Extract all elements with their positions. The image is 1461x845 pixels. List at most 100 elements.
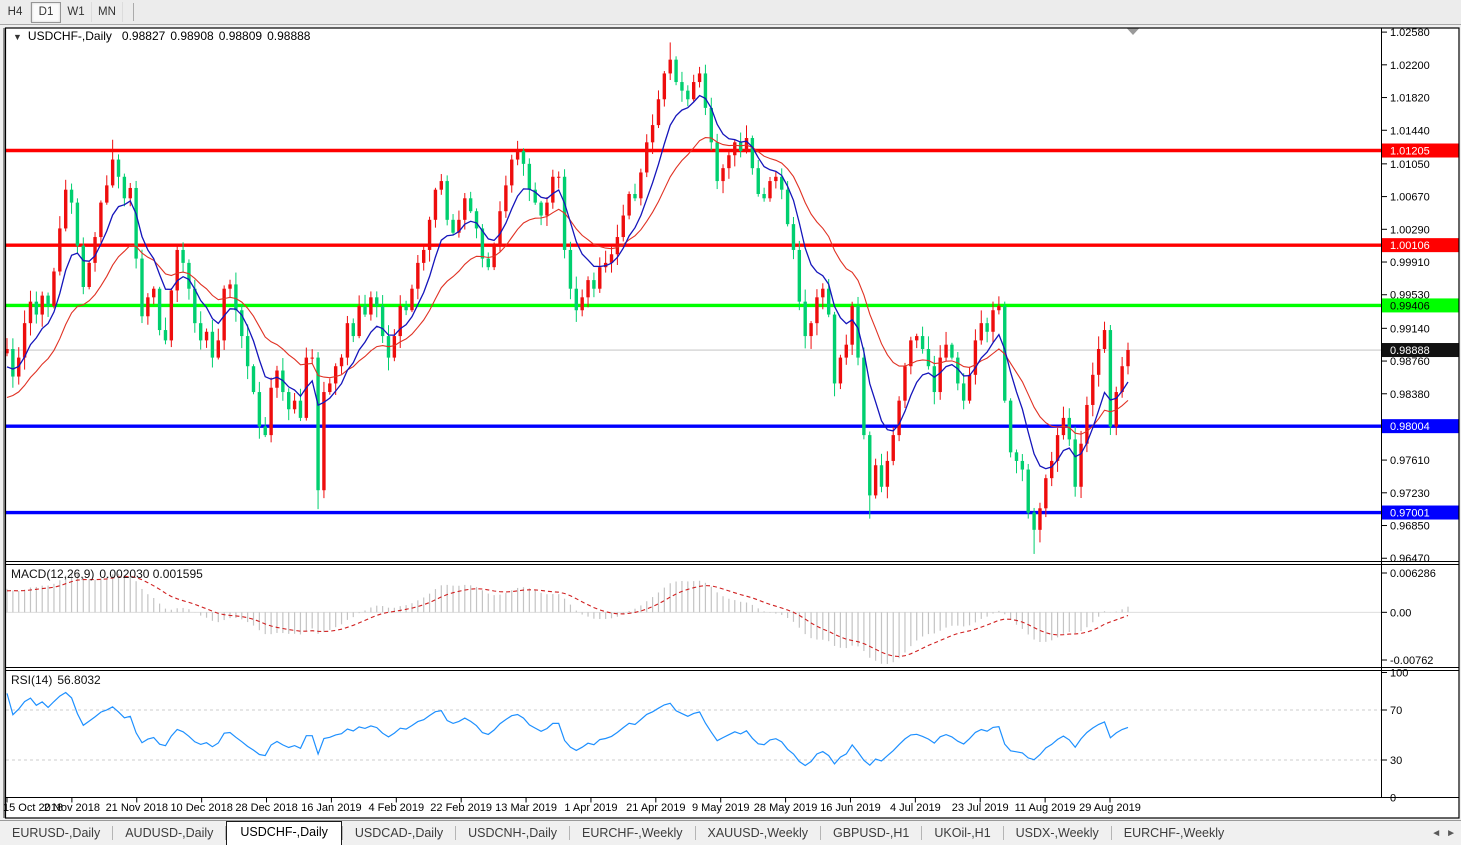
macd-tick-label: 0.006286 [1390, 568, 1436, 580]
rsi-tick-label: 30 [1390, 755, 1402, 767]
price-tick-label: 1.01820 [1390, 93, 1430, 105]
timeframe-toolbar: H4 D1 W1 MN [0, 0, 1461, 25]
moving-averages [6, 94, 1129, 470]
macd-pane[interactable] [6, 573, 1381, 664]
tab-separator [819, 826, 821, 840]
tab-separator [569, 826, 571, 840]
price-pane[interactable] [5, 42, 1381, 554]
date-label: 16 Jan 2019 [301, 802, 362, 814]
tab-usdx-weekly[interactable]: USDX-,Weekly [1015, 826, 1099, 840]
tab-separator [1002, 826, 1004, 840]
tab-usdcnh-daily[interactable]: USDCNH-,Daily [468, 826, 558, 840]
title-low: 0.98809 [219, 29, 263, 43]
date-label: 9 May 2019 [692, 802, 749, 814]
chart-window[interactable]: ▼ USDCHF-,Daily 0.98827 0.98908 0.98809 0.988… [0, 25, 1461, 820]
title-high: 0.98908 [170, 29, 214, 43]
date-label: 10 Dec 2018 [170, 802, 232, 814]
chart-shift-marker-icon[interactable] [1127, 28, 1139, 36]
tab-scroll-right-icon[interactable]: ► [1446, 828, 1456, 839]
price-level-badge: 1.00106 [1382, 238, 1459, 253]
timeframe-button-mn[interactable]: MN [92, 2, 123, 22]
date-label: 11 Aug 2019 [1015, 802, 1076, 814]
title-open: 0.98827 [122, 29, 166, 43]
date-label: 15 Oct 2018 [3, 802, 63, 814]
date-label: 2 Nov 2018 [44, 802, 100, 814]
rsi-pane[interactable] [6, 691, 1381, 767]
chart-tabbar: EURUSD-,Daily AUDUSD-,Daily USDCHF-,Daily U… [0, 820, 1461, 845]
date-label: 21 Nov 2018 [106, 802, 168, 814]
price-tick-label: 0.96470 [1390, 553, 1430, 565]
tab-audusd-daily[interactable]: AUDUSD-,Daily [125, 826, 214, 840]
price-tick-label: 1.00670 [1390, 192, 1430, 204]
tab-separator [1110, 826, 1112, 840]
price-axis: 1.02580 1.02200 1.01820 1.01440 1.01050 1.006… [1382, 27, 1459, 805]
tab-scroll-left-icon[interactable]: ◄ [1431, 828, 1442, 839]
tab-separator [225, 826, 227, 840]
tab-eurchf-weekly[interactable]: EURCHF-,Weekly [582, 826, 683, 840]
price-tick-label: 1.01050 [1390, 159, 1430, 171]
rsi-tick-label: 70 [1390, 705, 1402, 717]
tab-ukoil-h1[interactable]: UKOil-,H1 [934, 826, 991, 840]
macd-tick-label: 0.00 [1390, 607, 1411, 619]
price-tick-label: 0.97230 [1390, 488, 1430, 500]
price-level-badge: 0.98004 [1382, 419, 1459, 434]
title-collapse-icon[interactable]: ▼ [13, 32, 22, 42]
tab-eurchf-weekly[interactable]: EURCHF-,Weekly [1123, 826, 1225, 840]
price-tick-label: 0.99140 [1390, 323, 1430, 335]
date-label: 29 Aug 2019 [1079, 802, 1141, 814]
svg-text:0.99406: 0.99406 [1390, 300, 1430, 312]
price-level-badge: 1.01205 [1382, 143, 1459, 158]
price-tick-label: 1.01440 [1390, 125, 1430, 137]
price-tick-label: 1.02200 [1390, 60, 1430, 72]
date-label: 13 Mar 2019 [495, 802, 557, 814]
date-label: 16 Jun 2019 [820, 802, 881, 814]
svg-text:1.00106: 1.00106 [1390, 240, 1430, 252]
timeframe-button-h4[interactable]: H4 [0, 2, 31, 22]
rsi-line [6, 691, 1129, 767]
tab-usdcad-daily[interactable]: USDCAD-,Daily [354, 826, 444, 840]
date-label: 1 Apr 2019 [564, 802, 617, 814]
rsi-label: RSI(14) 56.8032 [11, 673, 101, 687]
tab-usdchf-daily[interactable]: USDCHF-,Daily [226, 821, 342, 845]
rsi-tick-label: 100 [1390, 668, 1408, 680]
tab-separator [921, 826, 923, 840]
date-label: 21 Apr 2019 [626, 802, 685, 814]
date-label: 28 May 2019 [754, 802, 818, 814]
date-label: 28 Dec 2018 [235, 802, 297, 814]
macd-signal-line [6, 576, 1129, 658]
price-tick-label: 0.99910 [1390, 257, 1430, 269]
price-tick-label: 0.97610 [1390, 455, 1430, 467]
date-label: 22 Feb 2019 [430, 802, 492, 814]
tab-xauusd-weekly[interactable]: XAUUSD-,Weekly [707, 826, 808, 840]
date-label: 23 Jul 2019 [952, 802, 1009, 814]
price-level-badge: 0.98888 [1382, 343, 1459, 358]
timeframe-button-d1[interactable]: D1 [31, 1, 61, 23]
price-tick-label: 1.02580 [1390, 27, 1430, 39]
rsi-tick-label: 0 [1390, 793, 1396, 805]
timeframe-button-w1[interactable]: W1 [61, 2, 92, 22]
tab-separator [455, 826, 457, 840]
price-tick-label: 0.98380 [1390, 389, 1430, 401]
tab-gbpusd-h1[interactable]: GBPUSD-,H1 [832, 826, 910, 840]
chart-title: ▼ USDCHF-,Daily 0.98827 0.98908 0.98809 0.988… [13, 29, 311, 43]
svg-text:0.98888: 0.98888 [1390, 345, 1430, 357]
price-level-badge: 0.97001 [1382, 505, 1459, 520]
svg-text:0.97001: 0.97001 [1390, 508, 1430, 520]
price-tick-label: 1.00290 [1390, 224, 1430, 236]
macd-label: MACD(12,26,9) 0.002030 0.001595 [11, 567, 203, 581]
date-label: 4 Jul 2019 [890, 802, 941, 814]
title-close: 0.98888 [267, 29, 311, 43]
candles-layer [6, 42, 1130, 554]
price-tick-label: 0.96850 [1390, 521, 1430, 533]
svg-text:1.01205: 1.01205 [1390, 146, 1430, 158]
tab-eurusd-daily[interactable]: EURUSD-,Daily [12, 826, 101, 840]
toolbar-separator [133, 3, 134, 21]
tab-separator [112, 826, 114, 840]
tab-separator [694, 826, 696, 840]
price-level-badge: 0.99406 [1382, 298, 1459, 313]
macd-tick-label: -0.00762 [1390, 655, 1433, 667]
title-symbol: USDCHF-,Daily [28, 29, 112, 43]
svg-text:0.98004: 0.98004 [1390, 421, 1430, 433]
price-tick-label: 0.98760 [1390, 356, 1430, 368]
